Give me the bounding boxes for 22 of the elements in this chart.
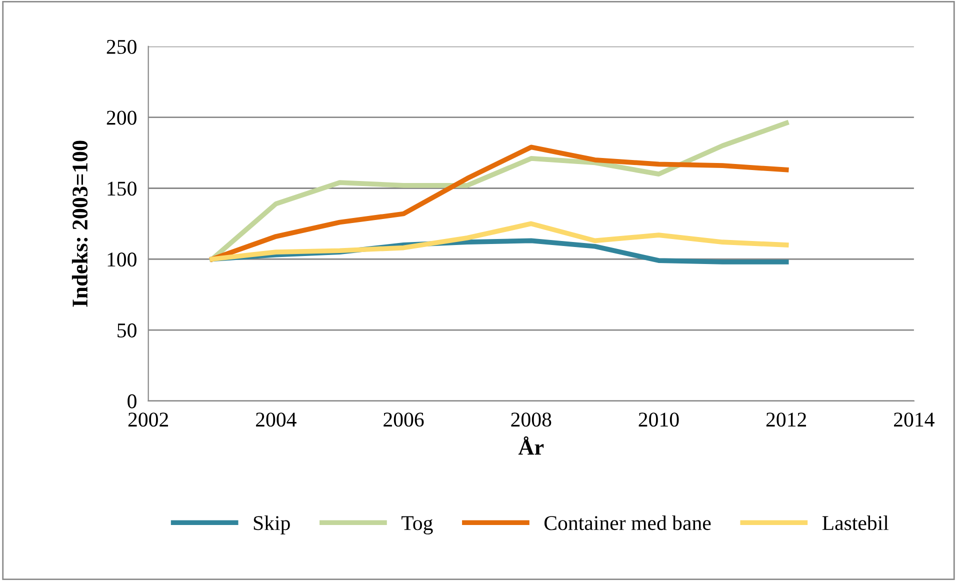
y-axis-title: Indeks: 2003=100 bbox=[72, 140, 88, 307]
x-tick-label: 2014 bbox=[894, 412, 934, 427]
y-tick-label: 0 bbox=[128, 394, 136, 408]
y-tick-label: 200 bbox=[106, 110, 136, 125]
legend-label: Tog bbox=[402, 516, 433, 534]
y-tick-label: 250 bbox=[106, 40, 136, 54]
x-tick-label: 2008 bbox=[511, 412, 552, 427]
x-tick-label: 2004 bbox=[256, 412, 296, 427]
line-series bbox=[210, 144, 789, 262]
line-series bbox=[210, 221, 789, 262]
line-series bbox=[210, 120, 789, 262]
y-tick-label: 100 bbox=[108, 252, 136, 267]
x-tick-label: 2012 bbox=[766, 412, 806, 427]
legend-label: Container med bane bbox=[544, 515, 711, 530]
y-tick-label: 150 bbox=[108, 182, 136, 196]
x-tick-label: 2010 bbox=[638, 412, 679, 427]
y-tick-label: 50 bbox=[118, 323, 136, 338]
x-tick-label: 2006 bbox=[384, 412, 424, 427]
legend-label: Lastebil bbox=[822, 515, 889, 530]
x-tick-label: 2002 bbox=[128, 412, 168, 427]
x-axis-title: År bbox=[518, 436, 544, 455]
legend-label: Skip bbox=[254, 515, 290, 534]
